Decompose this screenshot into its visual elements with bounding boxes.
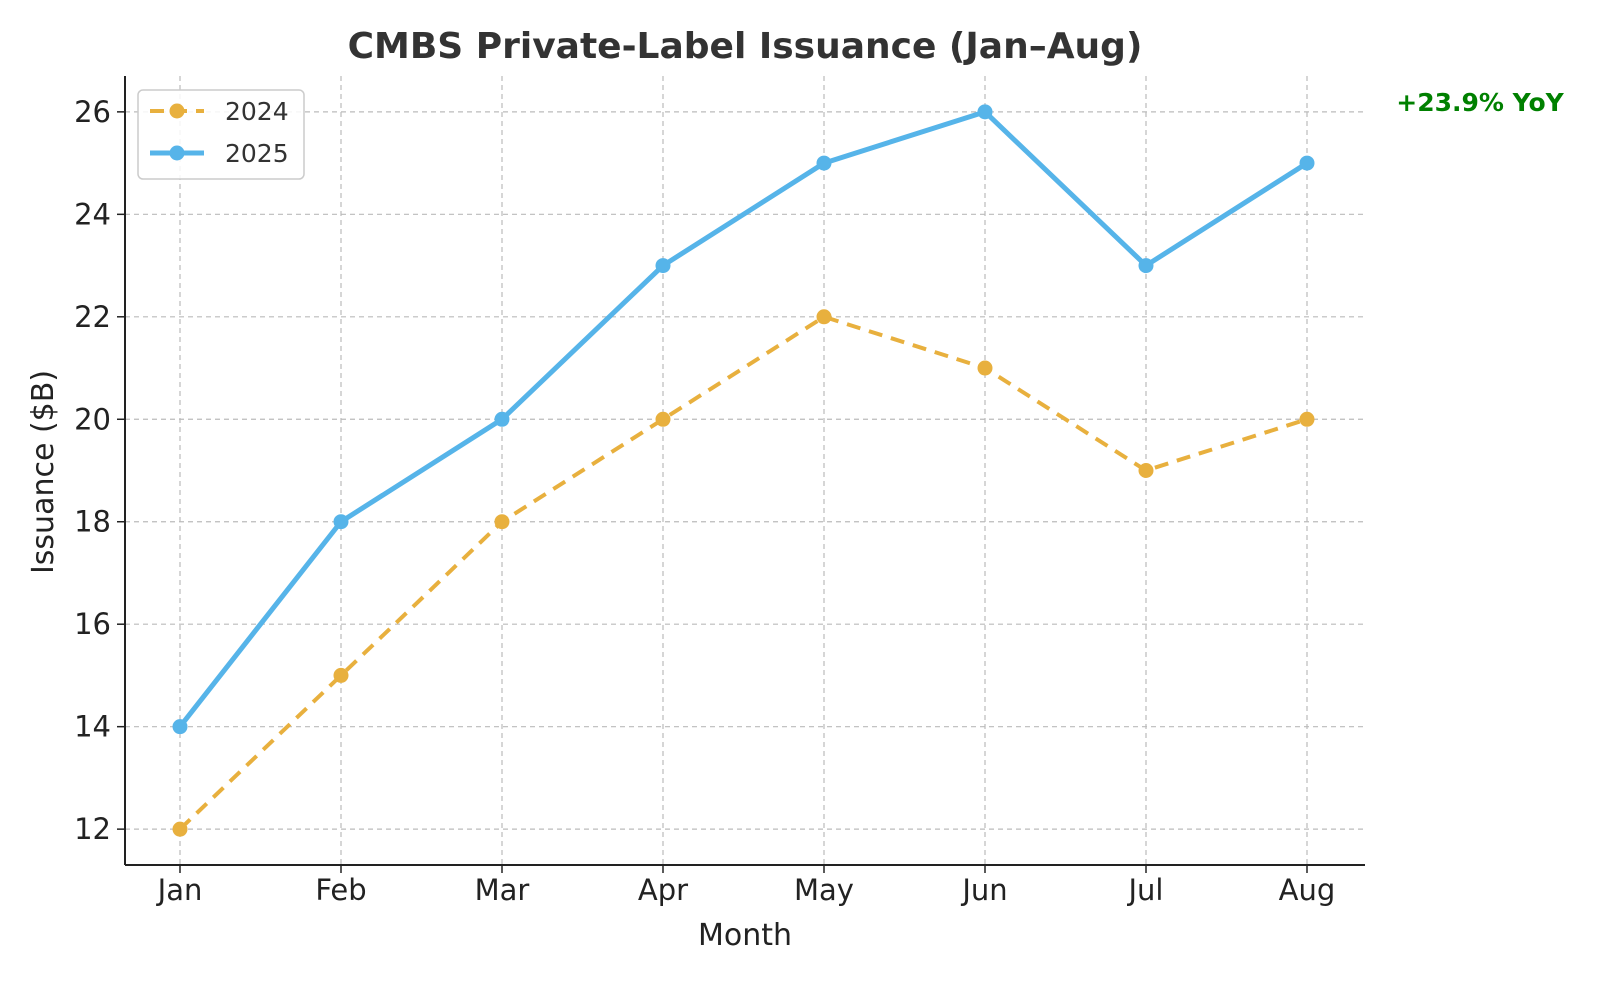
yoy-annotation: +23.9% YoY <box>1396 88 1564 117</box>
data-point-2024-Mar <box>494 514 510 530</box>
x-tick-label: Feb <box>315 873 366 907</box>
y-tick-label: 22 <box>74 300 111 334</box>
series-layer <box>172 104 1315 837</box>
legend-item-2024: 2024 <box>150 97 289 126</box>
data-point-2024-Feb <box>333 667 349 683</box>
y-tick-label: 16 <box>74 607 111 641</box>
data-point-2024-Jun <box>977 360 993 376</box>
y-tick-label: 20 <box>74 402 111 436</box>
data-point-2025-May <box>816 155 832 171</box>
axes: 12 14 16 18 20 22 24 26 Jan Feb Mar Apr May Jun Jul Aug <box>74 76 1365 907</box>
chart-title: CMBS Private-Label Issuance (Jan–Aug) <box>348 26 1143 67</box>
data-point-2025-Mar <box>494 411 510 427</box>
data-point-2024-Apr <box>655 411 671 427</box>
x-tick-label: Mar <box>475 873 530 907</box>
series-2024 <box>172 309 1315 837</box>
data-point-2025-Jan <box>172 719 188 735</box>
y-tick-label: 12 <box>74 812 111 846</box>
legend-marker-2024 <box>169 103 185 119</box>
x-tick-label: Apr <box>638 873 688 907</box>
data-point-2025-Apr <box>655 258 671 274</box>
legend: 2024 2025 <box>137 89 305 180</box>
data-point-2024-May <box>816 309 832 325</box>
series-2025 <box>172 104 1315 735</box>
data-point-2025-Jul <box>1138 258 1154 274</box>
legend-label-2025: 2025 <box>225 139 289 168</box>
data-point-2025-Feb <box>333 514 349 530</box>
y-tick-label: 26 <box>74 95 111 129</box>
data-point-2024-Aug <box>1299 411 1315 427</box>
data-point-2024-Jan <box>172 821 188 837</box>
data-point-2025-Aug <box>1299 155 1315 171</box>
series-line-2025 <box>177 109 1310 730</box>
x-tick-label: Aug <box>1279 873 1336 907</box>
legend-label-2024: 2024 <box>225 97 289 126</box>
x-tick-label: May <box>794 873 854 907</box>
x-axis-label: Month <box>698 918 792 953</box>
y-tick-label: 24 <box>74 197 111 231</box>
x-tick-label: Jul <box>1127 873 1164 907</box>
legend-item-2025: 2025 <box>150 139 289 168</box>
series-line-2024 <box>178 314 1308 831</box>
x-tick-label: Jan <box>156 873 203 907</box>
data-point-2025-Jun <box>977 104 993 120</box>
x-tick-label: Jun <box>960 873 1007 907</box>
data-point-2024-Jul <box>1138 463 1154 478</box>
y-tick-label: 18 <box>74 505 111 539</box>
y-tick-label: 14 <box>74 710 111 744</box>
y-axis-label: Issuance ($B) <box>26 370 61 574</box>
legend-marker-2025 <box>169 145 185 161</box>
grid <box>125 76 1365 865</box>
